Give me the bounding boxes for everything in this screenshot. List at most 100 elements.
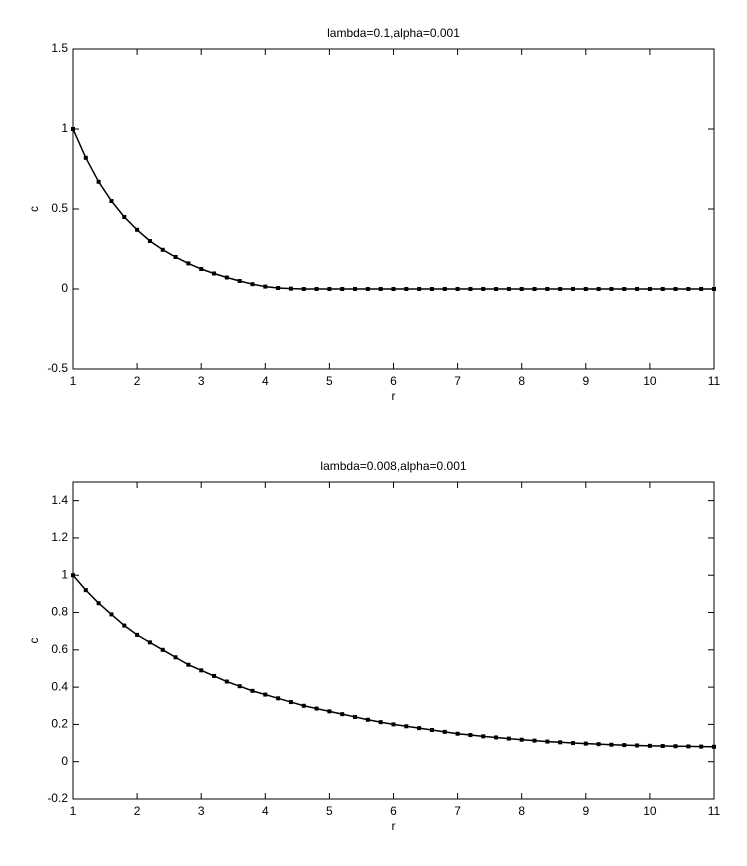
data-marker xyxy=(378,287,383,291)
data-marker xyxy=(288,286,293,291)
data-marker xyxy=(186,662,191,667)
data-marker xyxy=(673,287,678,291)
data-marker xyxy=(545,739,550,744)
data-marker xyxy=(699,744,704,749)
data-marker xyxy=(519,287,524,291)
chart-title: lambda=0.008,alpha=0.001 xyxy=(320,459,466,473)
data-marker xyxy=(455,731,460,736)
data-marker xyxy=(160,247,165,252)
y-tick-label: 1.4 xyxy=(51,493,68,507)
data-marker xyxy=(391,722,396,727)
data-marker xyxy=(83,588,88,593)
data-marker xyxy=(712,744,716,749)
y-tick-label: 1.2 xyxy=(51,530,68,544)
y-tick-label: 1 xyxy=(61,567,68,581)
x-tick-label: 7 xyxy=(454,374,461,388)
data-marker xyxy=(609,742,614,747)
data-marker xyxy=(263,284,268,289)
data-marker xyxy=(276,696,281,701)
data-marker xyxy=(468,287,473,291)
x-tick-label: 4 xyxy=(262,804,269,818)
data-marker xyxy=(173,255,178,259)
data-marker xyxy=(506,287,511,291)
x-axis-label: r xyxy=(392,819,396,833)
data-marker xyxy=(250,688,255,693)
data-marker xyxy=(583,287,588,291)
data-marker xyxy=(647,743,652,748)
x-tick-label: 7 xyxy=(454,804,461,818)
data-marker xyxy=(635,743,640,748)
y-tick-label: 0.8 xyxy=(51,605,68,619)
data-marker xyxy=(237,684,242,689)
y-tick-label: 0.2 xyxy=(51,717,68,731)
data-marker xyxy=(327,709,332,714)
axes-box xyxy=(72,48,715,370)
y-tick-label: 1.5 xyxy=(51,41,68,55)
data-marker xyxy=(288,700,293,705)
data-marker xyxy=(212,673,217,678)
data-marker xyxy=(199,267,204,271)
data-marker xyxy=(699,287,704,291)
data-marker xyxy=(532,738,537,743)
data-marker xyxy=(122,215,127,219)
data-marker xyxy=(301,703,306,708)
data-marker xyxy=(712,287,716,291)
y-axis-label: c xyxy=(27,638,41,644)
x-tick-label: 3 xyxy=(198,374,205,388)
data-marker xyxy=(660,744,665,749)
data-marker xyxy=(686,287,691,291)
data-marker xyxy=(494,287,499,291)
data-marker xyxy=(71,127,75,131)
data-marker xyxy=(340,287,345,291)
y-tick-label: 0.5 xyxy=(51,201,68,215)
data-marker xyxy=(353,714,358,719)
data-marker xyxy=(442,729,447,734)
data-marker xyxy=(609,287,614,291)
axes-box xyxy=(72,481,715,800)
x-tick-label: 9 xyxy=(582,374,589,388)
data-marker xyxy=(314,706,319,711)
data-marker xyxy=(147,640,152,645)
data-marker xyxy=(583,741,588,746)
x-tick-label: 8 xyxy=(518,804,525,818)
x-tick-label: 10 xyxy=(643,804,657,818)
data-marker xyxy=(71,573,75,578)
chart-title: lambda=0.1,alpha=0.001 xyxy=(327,26,460,40)
data-marker xyxy=(558,740,563,745)
x-tick-label: 6 xyxy=(390,374,397,388)
data-marker xyxy=(135,632,140,637)
y-tick-label: 0.4 xyxy=(51,679,68,693)
x-tick-label: 5 xyxy=(326,804,333,818)
y-tick-label: 0 xyxy=(61,754,68,768)
data-marker xyxy=(378,720,383,725)
data-marker xyxy=(301,287,306,291)
x-tick-label: 3 xyxy=(198,804,205,818)
data-marker xyxy=(506,736,511,741)
x-tick-label: 10 xyxy=(643,374,657,388)
data-marker xyxy=(442,287,447,291)
data-marker xyxy=(186,261,191,266)
data-marker xyxy=(173,655,178,660)
data-marker xyxy=(224,275,229,280)
data-marker xyxy=(570,287,575,291)
data-marker xyxy=(160,647,165,652)
x-axis-label: r xyxy=(392,389,396,403)
data-marker xyxy=(417,287,422,291)
y-tick-label: 1 xyxy=(61,121,68,135)
data-marker xyxy=(353,287,358,291)
data-marker xyxy=(519,737,524,742)
data-marker xyxy=(199,668,204,673)
data-marker xyxy=(224,679,229,684)
data-marker xyxy=(481,287,486,291)
data-marker xyxy=(314,287,319,291)
data-marker xyxy=(570,741,575,746)
data-marker xyxy=(596,742,601,747)
y-tick-label: 0.6 xyxy=(51,642,68,656)
data-marker xyxy=(660,287,665,291)
x-tick-label: 2 xyxy=(134,804,141,818)
data-marker xyxy=(647,287,652,291)
x-tick-label: 1 xyxy=(70,374,77,388)
data-marker xyxy=(429,287,434,291)
y-tick-label: -0.2 xyxy=(47,791,68,805)
data-marker xyxy=(109,199,114,203)
